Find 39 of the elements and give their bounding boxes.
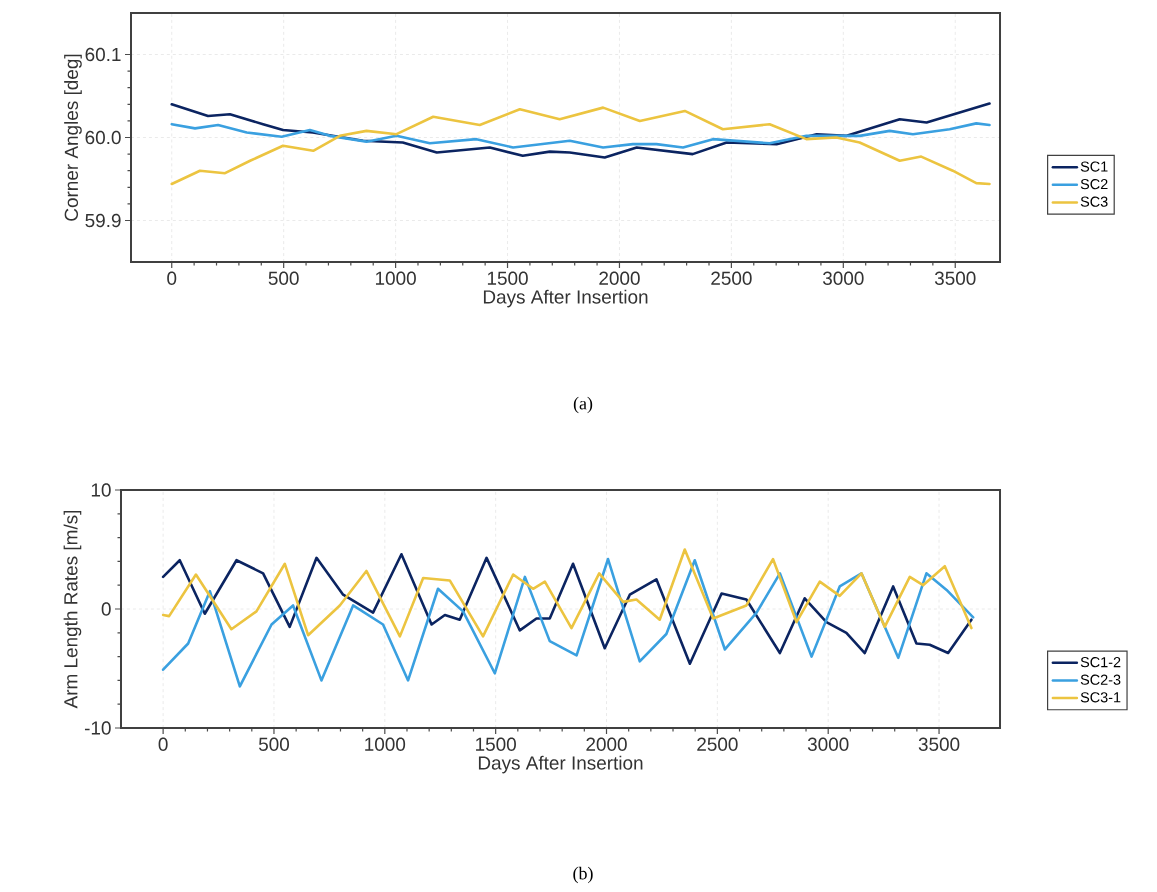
- x-tick-label: 1000: [375, 271, 416, 285]
- legend-label: SC2: [1080, 179, 1108, 190]
- x-tick-label: 500: [268, 271, 299, 285]
- y-axis-title: Corner Angles [deg]: [64, 54, 82, 221]
- x-tick-label: 3500: [934, 271, 976, 285]
- line-series: [161, 552, 973, 666]
- legend-label: SC2-3: [1080, 674, 1121, 685]
- x-tick-label: 2000: [586, 737, 627, 751]
- x-tick-label: 2500: [711, 271, 752, 285]
- text: (a): [573, 396, 593, 414]
- x-tick-label: 1500: [487, 271, 528, 285]
- y-tick-label: 10: [91, 483, 111, 497]
- x-tick-label: 3000: [807, 737, 849, 751]
- x-tick-label: 0: [158, 737, 168, 751]
- y-axis-title: Arm Length Rates [m/s]: [63, 510, 82, 709]
- x-axis-title: Days After Insertion: [478, 755, 643, 774]
- x-tick-label: 0: [167, 271, 177, 285]
- y-tick-label: 59.9: [85, 213, 121, 228]
- legend-label: SC3: [1080, 196, 1108, 207]
- legend-label: SC1: [1080, 161, 1108, 172]
- y-tick-label: 0: [101, 602, 111, 616]
- y-tick-label: 60.1: [85, 47, 121, 62]
- x-tick-label: 3000: [822, 271, 864, 285]
- x-tick-label: 2500: [697, 737, 738, 751]
- y-tick-label: -10: [84, 721, 111, 735]
- legend-label: SC3-1: [1080, 692, 1121, 703]
- line-series: [170, 122, 991, 149]
- x-tick-label: 2000: [599, 271, 640, 285]
- line-series: [161, 548, 973, 638]
- x-tick-label: 1500: [476, 737, 516, 751]
- x-tick-label: 500: [258, 737, 290, 751]
- text: (b): [573, 866, 593, 884]
- y-tick-label: 60.0: [85, 130, 121, 145]
- x-axis-title: Days After Insertion: [483, 289, 648, 308]
- line-series: [170, 106, 991, 186]
- legend-label: SC1-2: [1080, 657, 1121, 668]
- x-tick-label: 3500: [918, 737, 960, 751]
- x-tick-label: 1000: [365, 737, 406, 751]
- line-series: [161, 557, 975, 688]
